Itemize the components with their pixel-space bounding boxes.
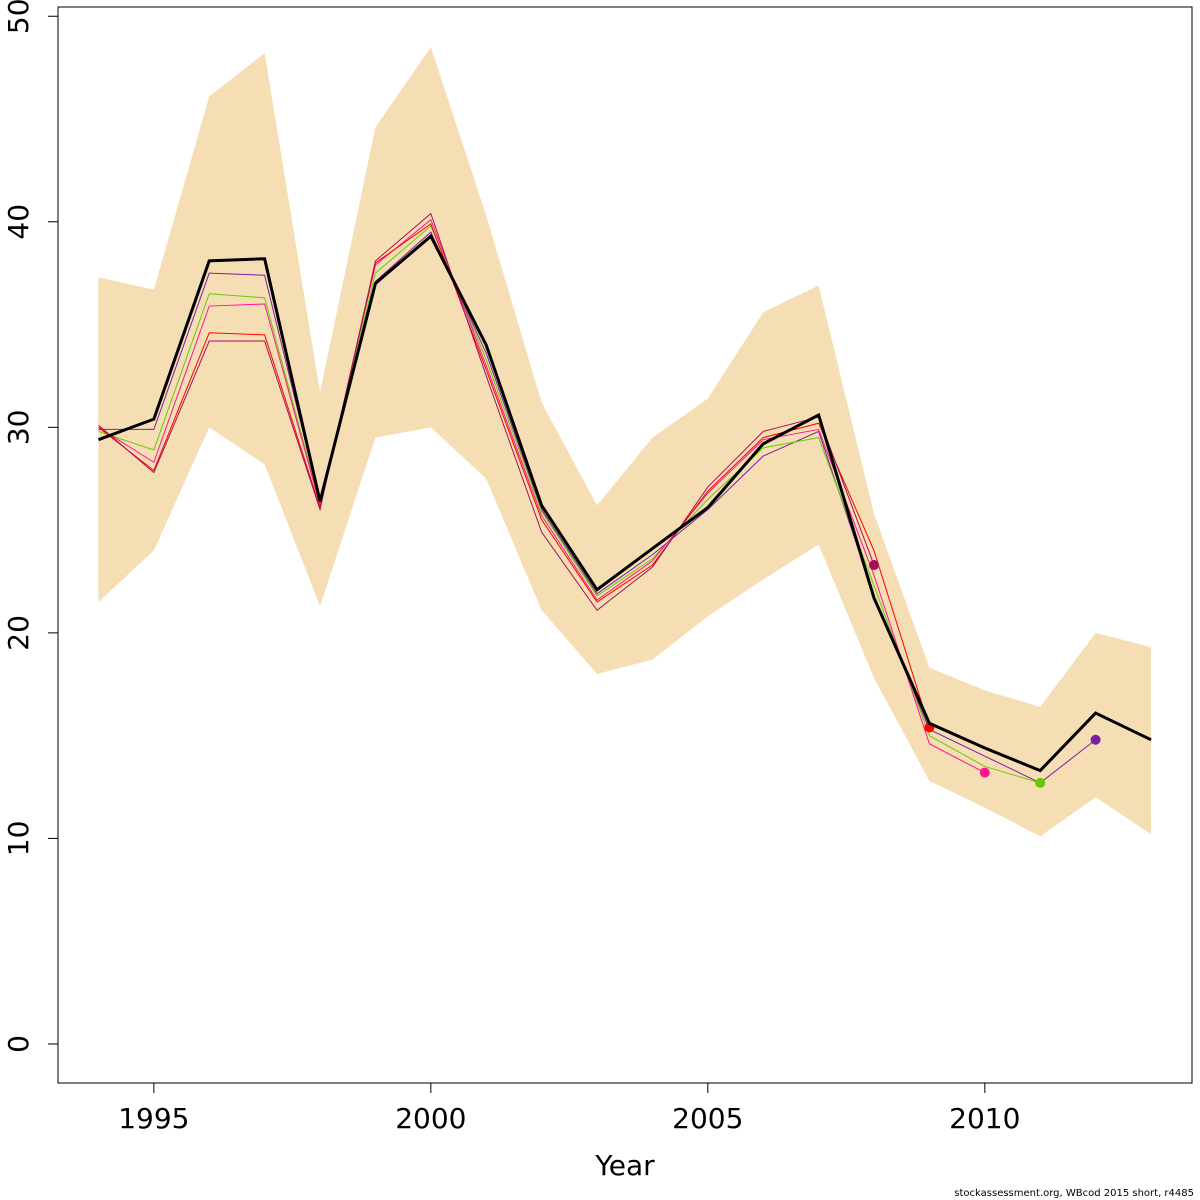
x-tick-label: 1995 [118,1102,189,1135]
x-axis-label: Year [594,1149,655,1182]
retro-endpoint [869,560,880,571]
y-tick-label: 0 [2,1035,35,1053]
x-tick-label: 2005 [672,1102,743,1135]
retro-endpoint [1035,777,1046,788]
y-tick-label: 50 [2,0,35,34]
final-line [97,233,1152,773]
x-tick-label: 2010 [949,1102,1020,1135]
y-tick-label: 30 [2,410,35,446]
retro-endpoint [1090,734,1101,745]
footnote: stockassessment.org, WBcod 2015 short, r… [954,1188,1194,1199]
y-tick-label: 20 [2,615,35,651]
retro-line [98,225,1041,784]
y-tick-label: 10 [2,821,35,857]
y-tick-label: 40 [2,204,35,240]
confidence-band [98,47,1152,837]
retro-endpoint [979,767,990,778]
retro-line [98,212,875,611]
plot-frame [57,6,1193,1084]
x-tick-label: 2000 [395,1102,466,1135]
